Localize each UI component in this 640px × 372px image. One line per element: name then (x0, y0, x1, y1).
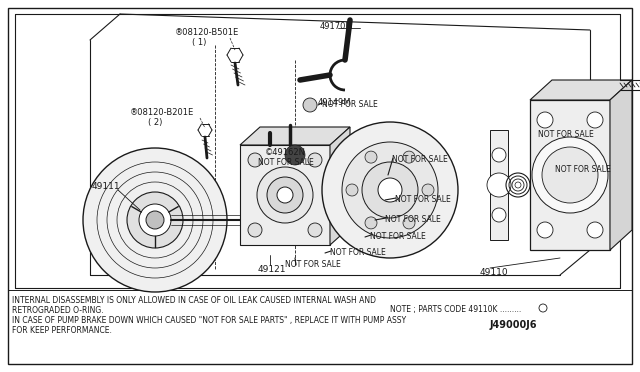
Text: ( 1): ( 1) (192, 38, 206, 47)
Text: ®08120-B501E: ®08120-B501E (175, 28, 239, 37)
Text: NOT FOR SALE: NOT FOR SALE (392, 155, 448, 164)
Polygon shape (240, 145, 330, 245)
Text: ( 2): ( 2) (148, 118, 163, 127)
Circle shape (267, 177, 303, 213)
Circle shape (537, 112, 553, 128)
Circle shape (146, 211, 164, 229)
Text: FOR KEEP PERFORMANCE.: FOR KEEP PERFORMANCE. (12, 326, 112, 335)
Polygon shape (530, 80, 632, 100)
Circle shape (139, 204, 171, 236)
Circle shape (403, 217, 415, 229)
Text: 49170M: 49170M (320, 22, 354, 31)
Text: 49110: 49110 (480, 268, 509, 277)
Circle shape (83, 148, 227, 292)
Circle shape (285, 145, 305, 165)
Text: J49000J6: J49000J6 (490, 320, 538, 330)
Text: 49111: 49111 (92, 182, 120, 191)
Circle shape (127, 192, 183, 248)
Text: NOT FOR SALE: NOT FOR SALE (370, 232, 426, 241)
Circle shape (257, 167, 313, 223)
Circle shape (532, 137, 608, 213)
Circle shape (308, 223, 322, 237)
Text: NOT FOR SALE: NOT FOR SALE (555, 165, 611, 174)
Circle shape (365, 151, 377, 163)
Polygon shape (240, 127, 350, 145)
Text: 49121: 49121 (258, 265, 287, 274)
Text: ©49162N: ©49162N (265, 148, 306, 157)
Circle shape (487, 173, 511, 197)
Circle shape (378, 178, 402, 202)
Polygon shape (330, 127, 350, 245)
Text: NOT FOR SALE: NOT FOR SALE (395, 195, 451, 204)
Circle shape (248, 153, 262, 167)
Circle shape (422, 184, 434, 196)
Circle shape (365, 217, 377, 229)
Circle shape (248, 223, 262, 237)
Circle shape (362, 162, 418, 218)
Text: NOT FOR SALE: NOT FOR SALE (258, 158, 314, 167)
Text: ®08120-B201E: ®08120-B201E (130, 108, 195, 117)
Circle shape (542, 147, 598, 203)
Circle shape (587, 222, 603, 238)
Text: NOT FOR SALE: NOT FOR SALE (385, 215, 441, 224)
Text: IN CASE OF PUMP BRAKE DOWN WHICH CAUSED "NOT FOR SALE PARTS" , REPLACE IT WITH P: IN CASE OF PUMP BRAKE DOWN WHICH CAUSED … (12, 316, 406, 325)
Text: NOT FOR SALE: NOT FOR SALE (285, 260, 340, 269)
Text: NOT FOR SALE: NOT FOR SALE (322, 100, 378, 109)
Polygon shape (530, 100, 610, 250)
Circle shape (492, 208, 506, 222)
Text: RETROGRADED O-RING.: RETROGRADED O-RING. (12, 306, 104, 315)
Circle shape (403, 151, 415, 163)
Text: NOT FOR SALE: NOT FOR SALE (330, 248, 386, 257)
Circle shape (322, 122, 458, 258)
Text: NOT FOR SALE: NOT FOR SALE (538, 130, 594, 139)
Circle shape (492, 148, 506, 162)
Circle shape (277, 187, 293, 203)
Polygon shape (610, 80, 632, 250)
Circle shape (346, 184, 358, 196)
Circle shape (587, 112, 603, 128)
Text: 49149M: 49149M (318, 98, 351, 107)
Circle shape (537, 222, 553, 238)
Text: NOTE ; PARTS CODE 49110K .........: NOTE ; PARTS CODE 49110K ......... (390, 305, 521, 314)
Circle shape (308, 153, 322, 167)
Circle shape (342, 142, 438, 238)
Polygon shape (490, 130, 508, 240)
Circle shape (303, 98, 317, 112)
Text: INTERNAL DISASSEMBLY IS ONLY ALLOWED IN CASE OF OIL LEAK CAUSED INTERNAL WASH AN: INTERNAL DISASSEMBLY IS ONLY ALLOWED IN … (12, 296, 376, 305)
